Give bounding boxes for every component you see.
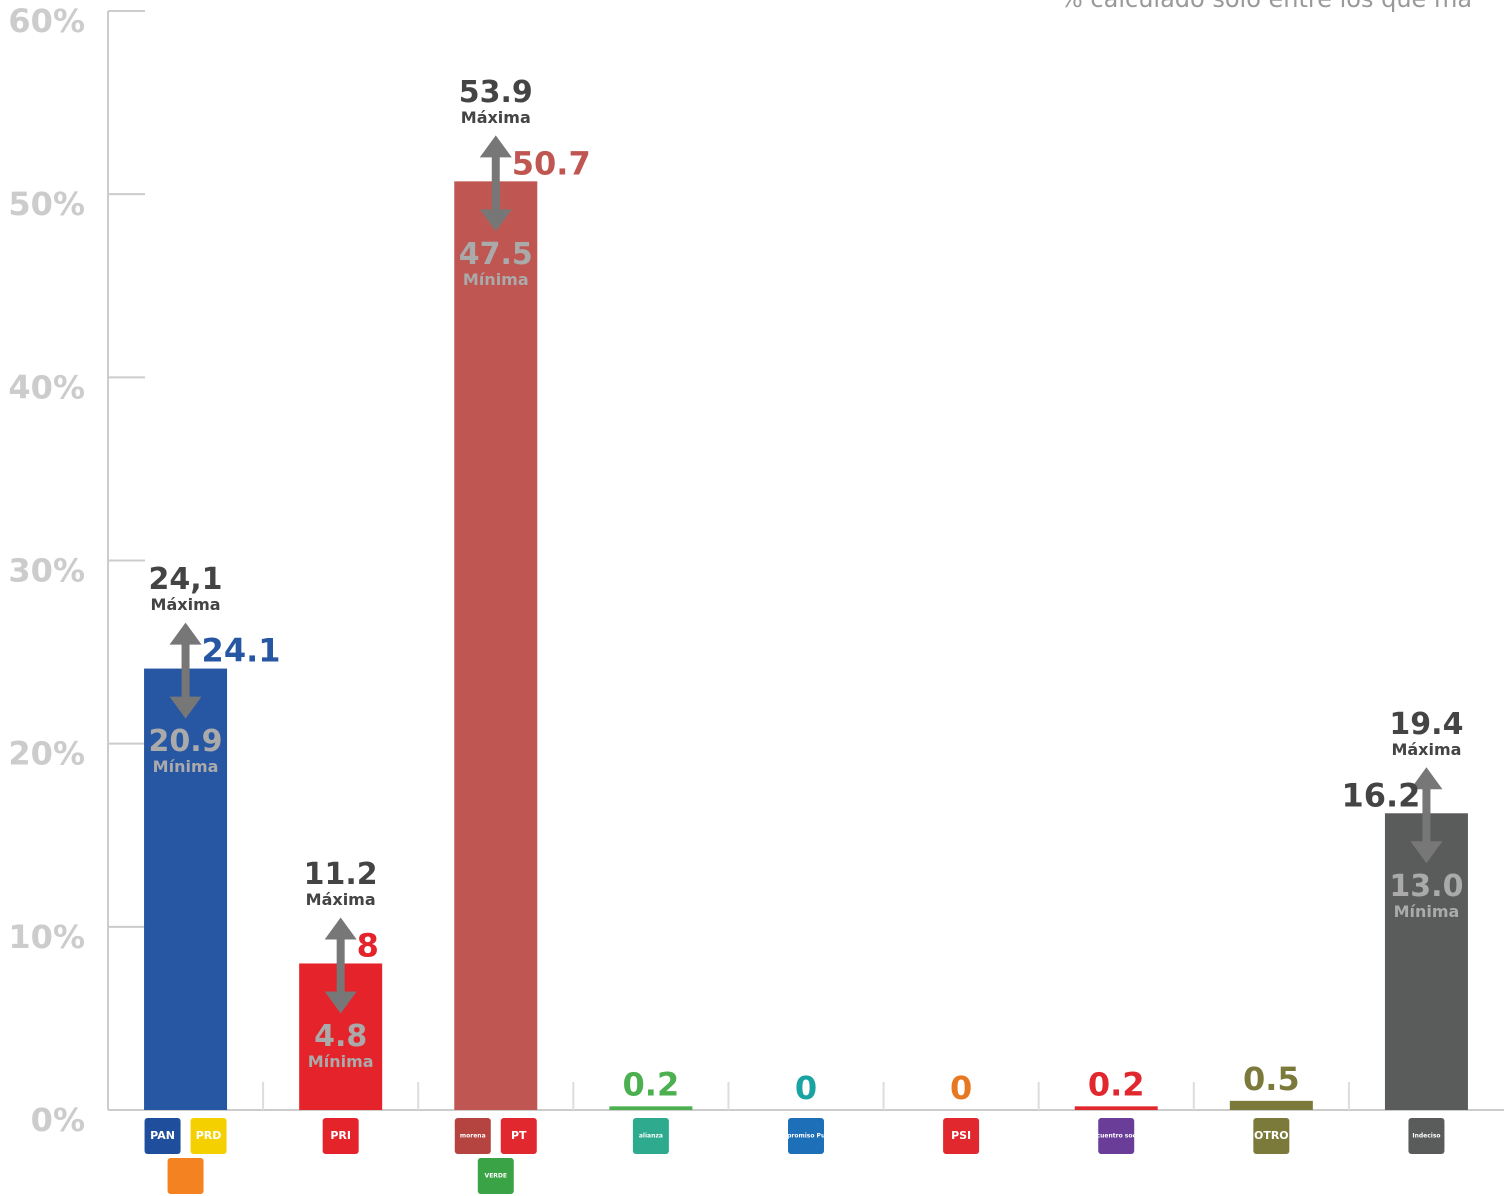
- range-arrow: [324, 917, 357, 1014]
- bar: [144, 668, 228, 1110]
- subtitle: % calculado sólo entre los que ma: [1060, 0, 1472, 13]
- value-label: 16.2: [1341, 776, 1420, 814]
- min-value-label: 13.0: [1389, 869, 1463, 904]
- party-logo-label: alianza: [639, 1133, 663, 1140]
- value-label: 0.5: [1243, 1060, 1300, 1098]
- y-tick-label: 20%: [8, 735, 85, 773]
- party-logo: [322, 1118, 359, 1154]
- party-logo-label: Compromiso Puebla: [772, 1133, 839, 1140]
- range-arrow: [479, 135, 512, 232]
- party-logo: [454, 1118, 491, 1154]
- party-logo-label: Indeciso: [1412, 1133, 1440, 1140]
- max-caption: Máxima: [151, 595, 221, 614]
- arrow-head: [1410, 841, 1443, 864]
- arrow-head: [479, 209, 512, 232]
- y-tick-label: 30%: [8, 552, 85, 590]
- max-value-label: 11.2: [304, 857, 378, 892]
- arrow-head: [324, 917, 357, 940]
- party-logo-label: PSI: [951, 1129, 971, 1142]
- max-value-label: 19.4: [1389, 707, 1463, 742]
- party-logo-label: PRD: [196, 1129, 222, 1142]
- party-logo: [788, 1118, 824, 1154]
- max-caption: Máxima: [1391, 740, 1461, 759]
- arrow-head: [169, 696, 202, 719]
- bar: [1229, 1100, 1313, 1110]
- min-caption: Mínima: [308, 1052, 374, 1071]
- party-logo: [1098, 1118, 1135, 1154]
- value-label: 0: [795, 1069, 817, 1107]
- y-tick-label: 60%: [8, 2, 85, 40]
- value-label: 8: [357, 926, 379, 964]
- party-logo: [500, 1118, 537, 1154]
- value-label: 50.7: [512, 144, 591, 182]
- party-logo: [190, 1118, 227, 1154]
- party-logo: [144, 1118, 181, 1154]
- value-label: 24.1: [202, 632, 281, 670]
- party-logo: [167, 1158, 204, 1194]
- party-logo-label: VERDE: [485, 1173, 507, 1180]
- party-logo-label: morena: [460, 1133, 486, 1140]
- max-value-label: 53.9: [459, 75, 533, 110]
- min-caption: Mínima: [1394, 902, 1460, 921]
- arrow-head: [479, 135, 512, 158]
- min-caption: Mínima: [463, 270, 529, 289]
- value-label: 0.2: [623, 1065, 680, 1103]
- min-value-label: 20.9: [149, 724, 223, 759]
- value-label: 0.2: [1088, 1065, 1145, 1103]
- arrow-head: [1410, 767, 1443, 790]
- y-tick-label: 10%: [8, 918, 85, 956]
- party-logo: [632, 1118, 669, 1154]
- range-arrow: [1410, 767, 1443, 864]
- range-arrow: [169, 622, 202, 719]
- min-caption: Mínima: [153, 757, 219, 776]
- party-logo: [1253, 1118, 1290, 1154]
- min-value-label: 47.5: [459, 237, 533, 272]
- party-logo: [943, 1118, 980, 1154]
- value-label: 0: [950, 1069, 972, 1107]
- party-logo-label: PAN: [150, 1129, 175, 1142]
- bar: [1074, 1106, 1158, 1110]
- party-logo-label: PRI: [330, 1129, 351, 1142]
- min-value-label: 4.8: [314, 1019, 367, 1054]
- party-logo: [1408, 1118, 1445, 1154]
- bar: [609, 1106, 693, 1110]
- bar: [454, 181, 538, 1111]
- y-tick-label: 0%: [31, 1101, 85, 1139]
- party-logo: [477, 1158, 514, 1194]
- y-tick-label: 40%: [8, 368, 85, 406]
- party-logo-label: OTRO: [1254, 1129, 1289, 1142]
- y-tick-label: 50%: [8, 185, 85, 223]
- arrow-head: [169, 622, 202, 645]
- party-logo-label: encuentro social: [1088, 1133, 1144, 1140]
- arrow-head: [324, 991, 357, 1014]
- party-logo-label: PT: [511, 1129, 527, 1142]
- max-caption: Máxima: [461, 108, 531, 127]
- max-caption: Máxima: [306, 890, 376, 909]
- max-value-label: 24,1: [149, 562, 223, 597]
